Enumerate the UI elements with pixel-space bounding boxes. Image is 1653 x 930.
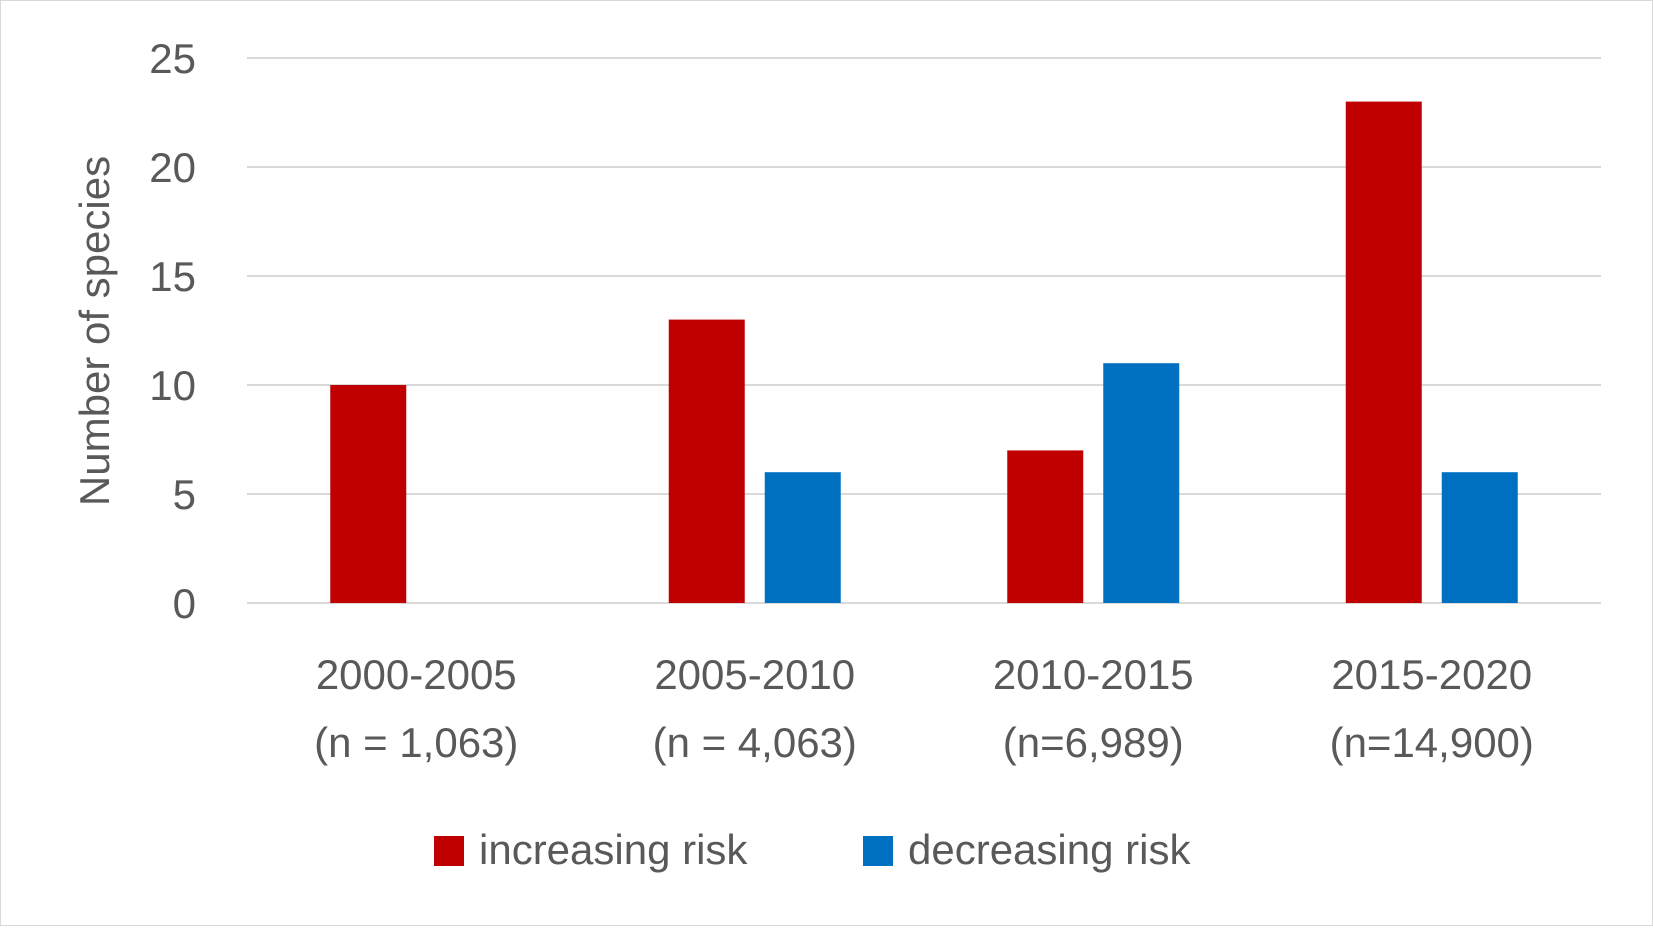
- x-tick-label: 2010-2015: [993, 651, 1194, 698]
- bar-increasing-risk-2: [1007, 450, 1084, 603]
- bar-decreasing-risk-3: [1441, 472, 1518, 603]
- y-tick-label: 5: [173, 471, 196, 518]
- x-tick-label: 2005-2010: [654, 651, 855, 698]
- bar-decreasing-risk-1: [764, 472, 841, 603]
- bar-increasing-risk-1: [668, 319, 745, 603]
- legend: increasing risk decreasing risk: [434, 826, 1191, 873]
- x-tick-label: 2015-2020: [1331, 651, 1532, 698]
- y-tick-label: 15: [149, 253, 196, 300]
- y-tick-label: 10: [149, 362, 196, 409]
- x-tick-label: (n=14,900): [1330, 719, 1534, 766]
- x-tick-label: (n = 1,063): [314, 719, 518, 766]
- legend-label: increasing risk: [479, 826, 748, 873]
- legend-label: decreasing risk: [908, 826, 1191, 873]
- bar-increasing-risk-3: [1345, 101, 1422, 603]
- y-axis-ticks: 0 5 10 15 20 25: [149, 35, 196, 627]
- y-tick-label: 25: [149, 35, 196, 82]
- legend-swatch: [434, 836, 464, 866]
- y-axis-label: Number of species: [71, 156, 118, 506]
- x-tick-label: (n=6,989): [1003, 719, 1184, 766]
- legend-swatch: [863, 836, 893, 866]
- bar-increasing-risk-0: [330, 385, 407, 603]
- x-axis-ticks: 2000-2005 (n = 1,063) 2005-2010 (n = 4,063)…: [314, 651, 1534, 766]
- bars: [330, 101, 1518, 603]
- bar-decreasing-risk-2: [1103, 363, 1180, 603]
- x-tick-label: (n = 4,063): [653, 719, 857, 766]
- y-tick-label: 0: [173, 580, 196, 627]
- x-tick-label: 2000-2005: [316, 651, 517, 698]
- y-tick-label: 20: [149, 144, 196, 191]
